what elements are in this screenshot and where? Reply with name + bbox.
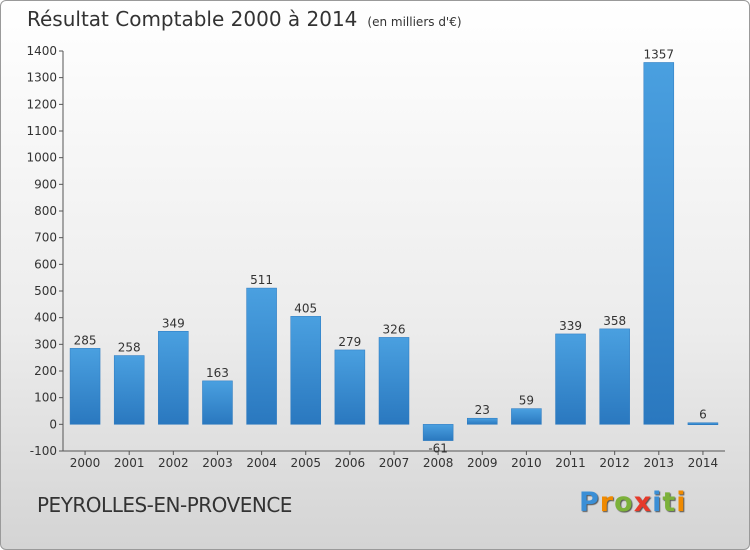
y-tick-label: 800 [34,204,57,218]
y-tick-label: 500 [34,284,57,298]
y-tick-label: 1400 [26,44,57,58]
bar [334,349,366,425]
x-tick-label: 2010 [511,456,542,470]
data-label: -61 [428,442,448,456]
y-tick-label: 1200 [26,97,57,111]
bar [158,331,189,425]
y-tick-label: 1300 [26,71,57,85]
data-label: 1357 [644,47,675,61]
data-label: 405 [294,301,317,315]
x-tick-label: 2012 [599,456,630,470]
data-label: 285 [74,333,97,347]
y-tick-label: 1100 [26,124,57,138]
x-tick-label: 2004 [246,456,277,470]
bar [378,337,410,425]
y-tick-label: 200 [34,364,57,378]
data-label: 326 [383,322,406,336]
logo-letter: x [633,487,653,518]
bar [643,62,675,425]
data-label: 339 [559,319,582,333]
data-label: 349 [162,316,185,330]
bar [422,424,454,441]
chart-title: Résultat Comptable 2000 à 2014 (en millie… [27,7,462,31]
data-label: 6 [699,408,707,422]
bar [511,408,542,425]
logo-letter: i [676,487,687,518]
bar [69,348,101,425]
x-tick-label: 2005 [290,456,321,470]
data-label: 258 [118,341,141,355]
data-label: 163 [206,366,229,380]
x-tick-label: 2011 [555,456,586,470]
bar [599,328,630,425]
x-tick-label: 2001 [114,456,145,470]
proxiti-logo: Proxiti [579,487,687,518]
logo-letter: r [599,487,615,518]
y-tick-label: 900 [34,177,57,191]
y-tick-label: 400 [34,311,57,325]
y-tick-label: 600 [34,257,57,271]
bar [467,417,498,425]
data-label: 511 [250,273,273,287]
bar [202,380,233,425]
x-tick-label: 2002 [158,456,189,470]
logo-letter: P [579,487,600,518]
data-label: 23 [475,403,490,417]
x-tick-label: 2000 [70,456,101,470]
logo-letter: t [662,487,677,518]
y-tick-label: 700 [34,231,57,245]
unit-label: (en milliers d'€) [367,15,462,29]
y-tick-label: 300 [34,337,57,351]
chart-title-text: Résultat Comptable 2000 à 2014 [27,7,358,31]
data-label: 358 [603,314,626,328]
y-tick-label: -100 [30,444,57,458]
x-tick-label: 2006 [335,456,366,470]
city-name: PEYROLLES-EN-PROVENCE [37,493,292,517]
bar [113,355,145,425]
data-label: 59 [519,394,534,408]
x-tick-label: 2009 [467,456,498,470]
x-tick-label: 2013 [644,456,675,470]
y-tick-label: 0 [49,417,57,431]
x-tick-label: 2014 [688,456,719,470]
bar [246,287,277,425]
logo-letter: o [614,487,634,518]
x-tick-label: 2003 [202,456,233,470]
y-tick-label: 100 [34,391,57,405]
bar [687,422,719,425]
logo-letter: i [652,487,663,518]
x-tick-label: 2007 [379,456,410,470]
bar [290,316,321,425]
bar [555,333,586,425]
x-tick-label: 2008 [423,456,454,470]
y-tick-label: 1000 [26,151,57,165]
data-label: 279 [338,335,361,349]
